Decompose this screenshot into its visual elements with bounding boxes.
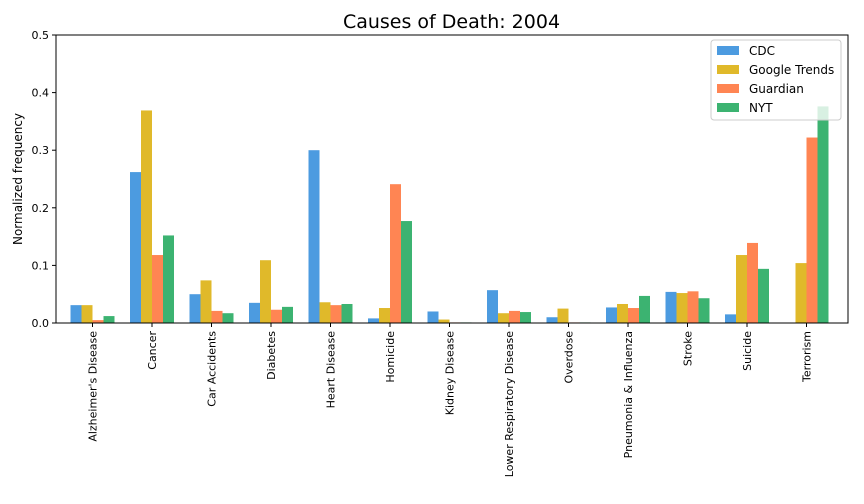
bars-group	[70, 106, 829, 324]
y-tick-label: 0.0	[32, 317, 50, 330]
legend-label: Guardian	[749, 82, 804, 96]
bar-guardian	[330, 305, 342, 323]
bar-cdc	[665, 291, 677, 323]
bar-guardian	[92, 320, 104, 323]
legend-swatch	[717, 84, 739, 93]
chart-title: Causes of Death: 2004	[343, 11, 560, 33]
bar-guardian	[271, 309, 282, 323]
bar-google-trends	[676, 293, 688, 323]
x-tick-label: Suicide	[741, 331, 754, 371]
legend-swatch	[717, 65, 739, 74]
bar-nyt	[341, 303, 353, 323]
x-tick-label: Pneumonia & Influenza	[622, 331, 635, 458]
bar-google-trends	[617, 303, 628, 323]
x-tick-label: Stroke	[682, 331, 695, 366]
legend-label: CDC	[749, 44, 775, 58]
bar-nyt	[163, 235, 174, 323]
y-tick-label: 0.5	[32, 29, 50, 42]
bar-cdc	[368, 318, 379, 323]
bar-guardian	[509, 310, 520, 323]
bar-nyt	[401, 221, 412, 323]
y-tick-label: 0.4	[32, 87, 50, 100]
bar-guardian	[806, 137, 818, 323]
x-tick-label: Cancer	[146, 331, 159, 370]
y-axis-label: Normalized frequency	[11, 113, 25, 245]
bar-cdc	[189, 294, 201, 323]
bar-nyt	[758, 268, 769, 323]
axes-group: 0.0 0.1 0.2 0.3 0.4 0.5 Alzheimer's Disease Can…	[32, 29, 849, 477]
bar-guardian	[211, 310, 223, 323]
bar-nyt	[282, 306, 293, 323]
bar-google-trends	[81, 305, 93, 323]
x-tick-label: Homicide	[384, 331, 397, 383]
bar-guardian	[747, 242, 758, 323]
bar-google-trends	[438, 319, 450, 323]
legend-label: Google Trends	[749, 63, 834, 77]
y-tick-label: 0.2	[32, 202, 50, 215]
x-tick-label: Alzheimer's Disease	[87, 331, 100, 442]
x-tick-label: Lower Respiratory Disease	[503, 331, 516, 477]
bar-cdc	[487, 290, 498, 323]
legend: CDC Google Trends Guardian NYT	[710, 39, 842, 121]
plot-frame	[55, 34, 849, 324]
bar-cdc	[546, 317, 558, 323]
bar-nyt	[817, 106, 829, 323]
x-tick-label: Car Accidents	[206, 331, 219, 407]
legend-label: NYT	[749, 101, 773, 115]
bar-nyt	[520, 312, 531, 323]
bar-nyt	[698, 298, 710, 323]
bar-google-trends	[200, 280, 212, 323]
legend-swatch	[717, 46, 739, 55]
bar-google-trends	[141, 110, 152, 324]
bar-google-trends	[736, 255, 747, 323]
bar-guardian	[390, 184, 401, 323]
bar-nyt	[103, 316, 115, 323]
y-tick-label: 0.1	[32, 259, 50, 272]
legend-swatch	[717, 103, 739, 112]
bar-guardian	[628, 308, 639, 323]
bar-cdc	[70, 305, 82, 323]
bar-nyt	[639, 295, 650, 323]
y-tick-label: 0.3	[32, 144, 50, 157]
bar-google-trends	[557, 308, 569, 323]
bar-cdc	[606, 307, 617, 323]
bar-guardian	[687, 291, 699, 323]
bar-google-trends	[379, 308, 390, 323]
bar-google-trends	[319, 302, 331, 323]
bar-google-trends	[260, 260, 271, 323]
bar-google-trends	[795, 263, 807, 323]
x-tick-label: Kidney Disease	[444, 331, 457, 415]
bar-nyt	[222, 313, 234, 323]
x-tick-label: Heart Disease	[325, 331, 338, 409]
legend-box	[710, 39, 842, 121]
bar-cdc	[308, 150, 320, 323]
bar-cdc	[427, 311, 439, 323]
bar-cdc	[130, 172, 141, 323]
bar-google-trends	[498, 313, 509, 323]
bar-cdc	[725, 314, 736, 323]
bar-guardian	[152, 255, 163, 323]
x-tick-label: Diabetes	[265, 331, 278, 380]
bar-cdc	[249, 302, 260, 323]
x-tick-label: Overdose	[563, 331, 576, 384]
x-tick-label: Terrorism	[801, 331, 814, 383]
